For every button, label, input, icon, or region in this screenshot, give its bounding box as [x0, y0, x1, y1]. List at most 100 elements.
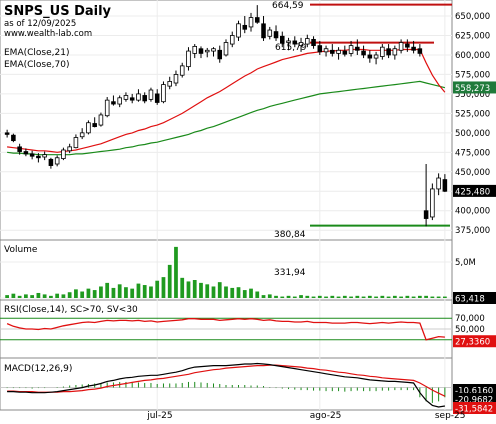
candle-body [436, 177, 441, 190]
ema21-line [7, 48, 446, 153]
price-tick-label: 400,000 [455, 207, 490, 217]
volume-bar [255, 291, 260, 298]
volume-bar [274, 295, 278, 298]
volume-bar [230, 287, 235, 298]
volume-bar [86, 288, 91, 298]
candle-body [361, 50, 366, 56]
site-url: www.wealth-lab.com [4, 29, 92, 39]
volume-peak-label: 331,94 [274, 268, 306, 278]
volume-bar [224, 286, 228, 298]
volume-bar [355, 295, 360, 298]
volume-bar [136, 283, 141, 298]
candle-body [161, 84, 166, 103]
price-tick-label: 475,000 [455, 148, 490, 158]
chart-title: SNPS_US Daily [4, 4, 112, 19]
volume-bar [311, 296, 316, 298]
candle-body [211, 48, 216, 52]
candle-body [430, 188, 435, 218]
candle-body [192, 45, 198, 54]
candle-body [223, 42, 229, 56]
ema70-value-box: 558,273 [455, 84, 490, 94]
volume-bar [67, 292, 72, 298]
volume-bar [405, 295, 410, 298]
candle-body [398, 42, 404, 51]
y-axis-labels: 650,000 625,000 600,000 575,000 550,000 525,0… [453, 12, 496, 415]
candle-body [423, 210, 429, 219]
price-tick-label: 650,000 [455, 12, 490, 22]
ema70-value-box-bg [453, 81, 496, 94]
macd-pane [0, 357, 453, 411]
candle-body [123, 95, 129, 100]
volume-bar [436, 296, 441, 298]
candle-body [254, 17, 260, 23]
volume-bar [292, 296, 297, 298]
ema70-path [7, 80, 446, 156]
volume-bar [124, 287, 128, 298]
candle-body [36, 155, 41, 159]
histogram-value-box-bg [453, 402, 496, 414]
candle-body [186, 50, 191, 68]
last-price-box: 425,480 [455, 187, 490, 197]
candle-body [148, 89, 154, 100]
price-tick-label: 525,000 [455, 109, 490, 119]
volume-bar [342, 295, 347, 298]
volume-bar [199, 282, 203, 298]
volume-bar [424, 295, 428, 298]
volume-bar [305, 295, 310, 298]
candle-body [336, 49, 341, 54]
volume-bar [155, 280, 160, 298]
volume-bar [386, 296, 391, 298]
candle-body [267, 29, 273, 37]
candle-body [61, 149, 66, 159]
candle-body [111, 101, 116, 105]
volume-bar [211, 286, 216, 298]
macd-path [7, 362, 445, 408]
macd-value-box: -10,6160 [455, 387, 493, 397]
last-price-box-bg [453, 184, 496, 197]
low-label: 380,84 [274, 230, 306, 240]
volume-bar [336, 296, 341, 298]
volume-bar [167, 264, 172, 298]
candle-body [79, 132, 85, 138]
candle-body [292, 40, 298, 45]
candle-body [98, 114, 104, 126]
candle-body [348, 45, 354, 54]
volume-bar [117, 284, 122, 298]
volume-bar [242, 290, 247, 298]
volume-bar [324, 296, 328, 298]
candle-body [179, 65, 185, 76]
legend-ema70: EMA(Close,70) [4, 60, 69, 70]
volume-bar [61, 294, 66, 298]
volume-bar [55, 293, 60, 298]
candle-body [86, 122, 91, 134]
volume-bar [149, 286, 153, 298]
price-tick-label: 550,000 [455, 90, 490, 100]
volume-bars [5, 246, 447, 298]
candle-body [367, 54, 373, 59]
candle-body [42, 154, 47, 158]
price-tick-label: 375,000 [455, 226, 490, 236]
grid-lines [0, 0, 452, 410]
ema70-line [7, 80, 446, 156]
candle-body [298, 42, 304, 47]
volume-bar [267, 294, 272, 298]
volume-bar [192, 280, 197, 298]
volume-title: Volume [4, 245, 38, 255]
volume-bar [392, 295, 397, 298]
price-tick-label: 625,000 [455, 31, 490, 41]
volume-bar [105, 282, 110, 298]
volume-bar [417, 295, 422, 298]
price-tick-label: 600,000 [455, 51, 490, 61]
histogram-value-box: -31,5842 [455, 405, 493, 415]
level-label: 615,79 [275, 43, 307, 53]
candles [4, 5, 448, 227]
volume-bar [317, 295, 322, 298]
candle-body [173, 74, 179, 84]
volume-bar [236, 287, 241, 298]
rsi-title: RSI(Close,14), SC>70, SV<30 [4, 305, 138, 315]
candle-body [129, 97, 135, 101]
price-tick-label: 450,000 [455, 168, 490, 178]
volume-bar [111, 287, 116, 298]
asof-date: as of 12/09/2025 [4, 19, 76, 29]
candle-body [236, 23, 241, 38]
